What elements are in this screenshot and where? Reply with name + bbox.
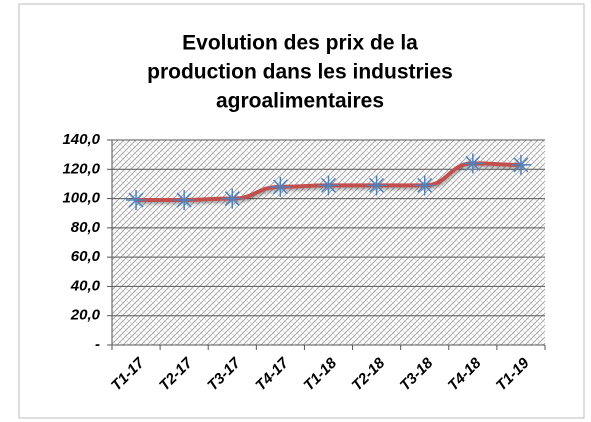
- y-tick-label: 120,0: [62, 160, 100, 177]
- marker: [126, 190, 147, 211]
- marker-stroke: [272, 179, 288, 195]
- marker: [318, 175, 339, 196]
- marker-stroke: [369, 177, 385, 193]
- marker-stroke: [176, 192, 192, 208]
- y-tick-label: -: [95, 336, 100, 353]
- marker: [414, 175, 435, 196]
- y-tick-label: 140,0: [62, 131, 100, 148]
- y-tick-label: 80,0: [71, 219, 101, 236]
- marker: [222, 188, 243, 209]
- chart-title: agroalimentaires: [216, 90, 384, 113]
- marker: [174, 190, 195, 211]
- marker-stroke: [465, 155, 481, 171]
- marker-stroke: [320, 177, 337, 193]
- marker-stroke: [224, 191, 240, 207]
- marker-stroke: [417, 177, 433, 193]
- chart-title: Evolution des prix de la: [182, 32, 418, 55]
- plot-area: [112, 140, 545, 345]
- y-tick-label: 100,0: [62, 190, 100, 207]
- marker: [366, 175, 387, 196]
- marker: [462, 153, 483, 174]
- chart-title: production dans les industries: [147, 61, 453, 84]
- y-tick-label: 60,0: [71, 248, 101, 265]
- y-tick-label: 20,0: [70, 307, 101, 324]
- marker: [270, 176, 291, 197]
- marker-stroke: [513, 157, 529, 173]
- marker: [510, 154, 531, 175]
- y-tick-label: 40,0: [70, 277, 101, 294]
- marker-stroke: [128, 192, 144, 208]
